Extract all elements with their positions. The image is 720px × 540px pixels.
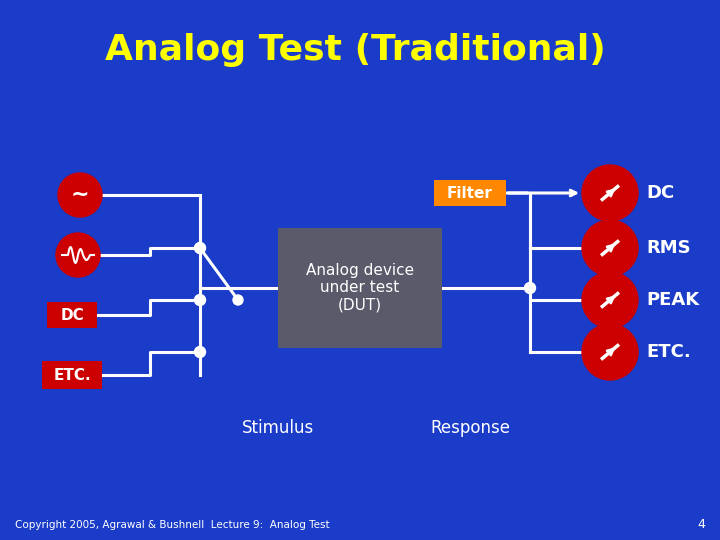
Text: Response: Response	[430, 419, 510, 437]
Circle shape	[56, 233, 100, 277]
Circle shape	[195, 243, 205, 253]
Text: Filter: Filter	[447, 186, 493, 200]
Circle shape	[233, 295, 243, 305]
FancyBboxPatch shape	[47, 302, 97, 328]
Text: Analog device
under test
(DUT): Analog device under test (DUT)	[306, 263, 414, 313]
Text: DC: DC	[646, 184, 674, 202]
FancyBboxPatch shape	[434, 180, 506, 206]
Circle shape	[582, 324, 638, 380]
Text: DC: DC	[60, 307, 84, 322]
FancyBboxPatch shape	[278, 228, 442, 348]
Circle shape	[194, 347, 205, 357]
Text: Stimulus: Stimulus	[242, 419, 314, 437]
Circle shape	[582, 165, 638, 221]
Circle shape	[582, 220, 638, 276]
Text: Copyright 2005, Agrawal & Bushnell  Lecture 9:  Analog Test: Copyright 2005, Agrawal & Bushnell Lectu…	[15, 520, 330, 530]
Text: ETC.: ETC.	[646, 343, 690, 361]
Text: ~: ~	[71, 185, 89, 205]
Circle shape	[194, 294, 205, 306]
FancyBboxPatch shape	[42, 361, 102, 389]
Text: 4: 4	[697, 518, 705, 531]
Text: Analog Test (Traditional): Analog Test (Traditional)	[104, 33, 606, 67]
Circle shape	[58, 173, 102, 217]
Text: ETC.: ETC.	[53, 368, 91, 382]
Circle shape	[524, 282, 536, 294]
Text: PEAK: PEAK	[646, 291, 699, 309]
Circle shape	[194, 242, 205, 253]
Text: RMS: RMS	[646, 239, 690, 257]
Circle shape	[582, 272, 638, 328]
